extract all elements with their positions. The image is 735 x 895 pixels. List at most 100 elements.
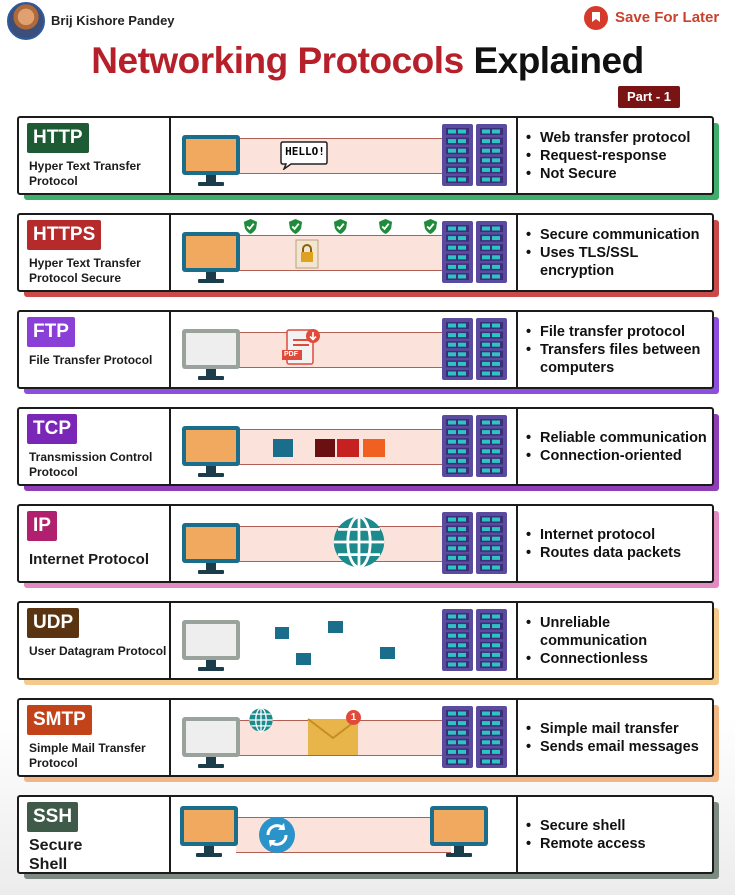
protocol-card: SSH Secure Shell Secure shellRemote access	[17, 795, 714, 874]
feature-item: Connection-oriented	[526, 447, 708, 465]
protocol-badge: SMTP	[27, 705, 92, 735]
monitor-icon	[182, 135, 240, 186]
protocol-illustration	[171, 215, 518, 290]
transfer-channel	[236, 332, 451, 368]
feature-item: Connectionless	[526, 650, 708, 668]
protocol-full-name: Simple Mail Transfer Protocol	[29, 741, 146, 770]
server-rack-icon	[442, 609, 507, 671]
speech-bubble-icon	[280, 141, 328, 170]
protocol-illustration	[171, 409, 518, 484]
feature-item: Secure communication	[526, 226, 708, 244]
protocol-full-name: Transmission Control Protocol	[29, 450, 153, 479]
feature-item: Not Secure	[526, 165, 708, 183]
monitor-icon	[182, 523, 240, 574]
feature-item: Internet protocol	[526, 526, 708, 544]
protocol-card: SMTP Simple Mail Transfer Protocol 1 Simple…	[17, 698, 714, 777]
shield-check-icon	[378, 219, 393, 234]
protocol-illustration: PDF	[171, 312, 518, 387]
protocol-illustration	[171, 603, 518, 678]
author-avatar	[7, 2, 45, 40]
protocol-card: HTTP Hyper Text Transfer Protocol HELLO! We…	[17, 116, 714, 195]
protocol-name-cell: UDP User Datagram Protocol	[19, 603, 171, 678]
protocol-full-name: User Datagram Protocol	[29, 644, 167, 658]
protocol-features: File transfer protocolTransfers files be…	[518, 312, 712, 387]
feature-list: Reliable communicationConnection-oriente…	[526, 429, 708, 465]
feature-item: Simple mail transfer	[526, 720, 708, 738]
part-badge: Part - 1	[618, 86, 680, 108]
page-title: Networking Protocols Explained	[0, 40, 735, 82]
protocol-illustration	[171, 506, 518, 581]
protocol-badge: IP	[27, 511, 57, 541]
protocol-name-cell: FTP File Transfer Protocol	[19, 312, 171, 387]
feature-list: Simple mail transferSends email messages	[526, 720, 708, 756]
protocol-features: Unreliable communicationConnectionless	[518, 603, 712, 678]
protocol-name-cell: TCP Transmission Control Protocol	[19, 409, 171, 484]
speech-bubble-text: HELLO!	[285, 145, 325, 158]
packet	[337, 439, 359, 457]
feature-item: Web transfer protocol	[526, 129, 708, 147]
packet	[363, 439, 385, 457]
protocol-row-http: HTTP Hyper Text Transfer Protocol HELLO! We…	[17, 116, 719, 200]
packet	[380, 647, 395, 659]
protocol-row-smtp: SMTP Simple Mail Transfer Protocol 1 Simple…	[17, 698, 719, 782]
protocol-row-https: HTTPS Hyper Text Transfer Protocol Secure…	[17, 213, 719, 297]
server-rack-icon	[442, 318, 507, 380]
padlock-icon	[295, 239, 319, 269]
protocol-row-ip: IP Internet Protocol Internet protocolRout…	[17, 504, 719, 588]
feature-list: Internet protocolRoutes data packets	[526, 526, 708, 562]
shield-check-icon	[288, 219, 303, 234]
feature-item: Secure shell	[526, 817, 708, 835]
feature-item: Sends email messages	[526, 738, 708, 756]
packet	[315, 439, 335, 457]
save-for-later-button[interactable]: Save For Later	[615, 9, 720, 26]
monitor-icon	[182, 329, 240, 380]
feature-list: Secure communicationUses TLS/SSL encrypt…	[526, 226, 708, 280]
monitor-icon	[182, 620, 240, 671]
feature-list: Secure shellRemote access	[526, 817, 708, 853]
protocol-card: HTTPS Hyper Text Transfer Protocol Secure…	[17, 213, 714, 292]
protocol-full-name: Secure Shell	[29, 837, 83, 873]
envelope-icon	[307, 718, 359, 755]
feature-item: Unreliable communication	[526, 614, 708, 650]
sync-icon	[259, 817, 295, 853]
author-name: Brij Kishore Pandey	[51, 13, 175, 28]
protocol-full-name: Internet Protocol	[29, 551, 150, 568]
protocol-badge: HTTPS	[27, 220, 102, 250]
protocol-illustration: 1	[171, 700, 518, 775]
protocol-full-name: File Transfer Protocol	[29, 353, 153, 367]
server-rack-icon	[442, 415, 507, 477]
protocol-features: Web transfer protocolRequest-responseNot…	[518, 118, 712, 193]
protocol-features: Simple mail transferSends email messages	[518, 700, 712, 775]
pdf-label: PDF	[284, 351, 298, 358]
protocol-features: Secure shellRemote access	[518, 797, 712, 872]
protocol-card: IP Internet Protocol Internet protocolRout…	[17, 504, 714, 583]
protocol-badge: UDP	[27, 608, 80, 638]
protocol-illustration	[171, 797, 518, 872]
feature-item: Routes data packets	[526, 544, 708, 562]
server-rack-icon	[442, 221, 507, 283]
protocol-name-cell: SSH Secure Shell	[19, 797, 171, 873]
protocol-full-name: Hyper Text Transfer Protocol Secure	[29, 256, 141, 285]
protocol-badge: HTTP	[27, 123, 89, 153]
feature-list: Web transfer protocolRequest-responseNot…	[526, 129, 708, 183]
feature-item: Transfers files between computers	[526, 341, 708, 377]
protocol-features: Internet protocolRoutes data packets	[518, 506, 712, 581]
bookmark-icon[interactable]	[584, 6, 608, 30]
protocol-row-udp: UDP User Datagram Protocol Unreliable comm…	[17, 601, 719, 685]
feature-list: Unreliable communicationConnectionless	[526, 614, 708, 668]
protocol-illustration: HELLO!	[171, 118, 518, 193]
protocol-badge: TCP	[27, 414, 77, 444]
pdf-file-icon	[282, 329, 320, 365]
packet	[273, 439, 293, 457]
packet	[275, 627, 289, 639]
packet	[296, 653, 311, 665]
protocol-row-tcp: TCP Transmission Control Protocol Reliable…	[17, 407, 719, 491]
protocol-row-ssh: SSH Secure Shell Secure shellRemote access	[17, 795, 719, 879]
packet	[328, 621, 343, 633]
server-rack-icon	[442, 706, 507, 768]
protocol-badge: FTP	[27, 317, 75, 347]
shield-check-icon	[333, 219, 348, 234]
feature-item: Request-response	[526, 147, 708, 165]
title-part-2: Explained	[473, 40, 644, 81]
globe-icon	[333, 515, 385, 569]
